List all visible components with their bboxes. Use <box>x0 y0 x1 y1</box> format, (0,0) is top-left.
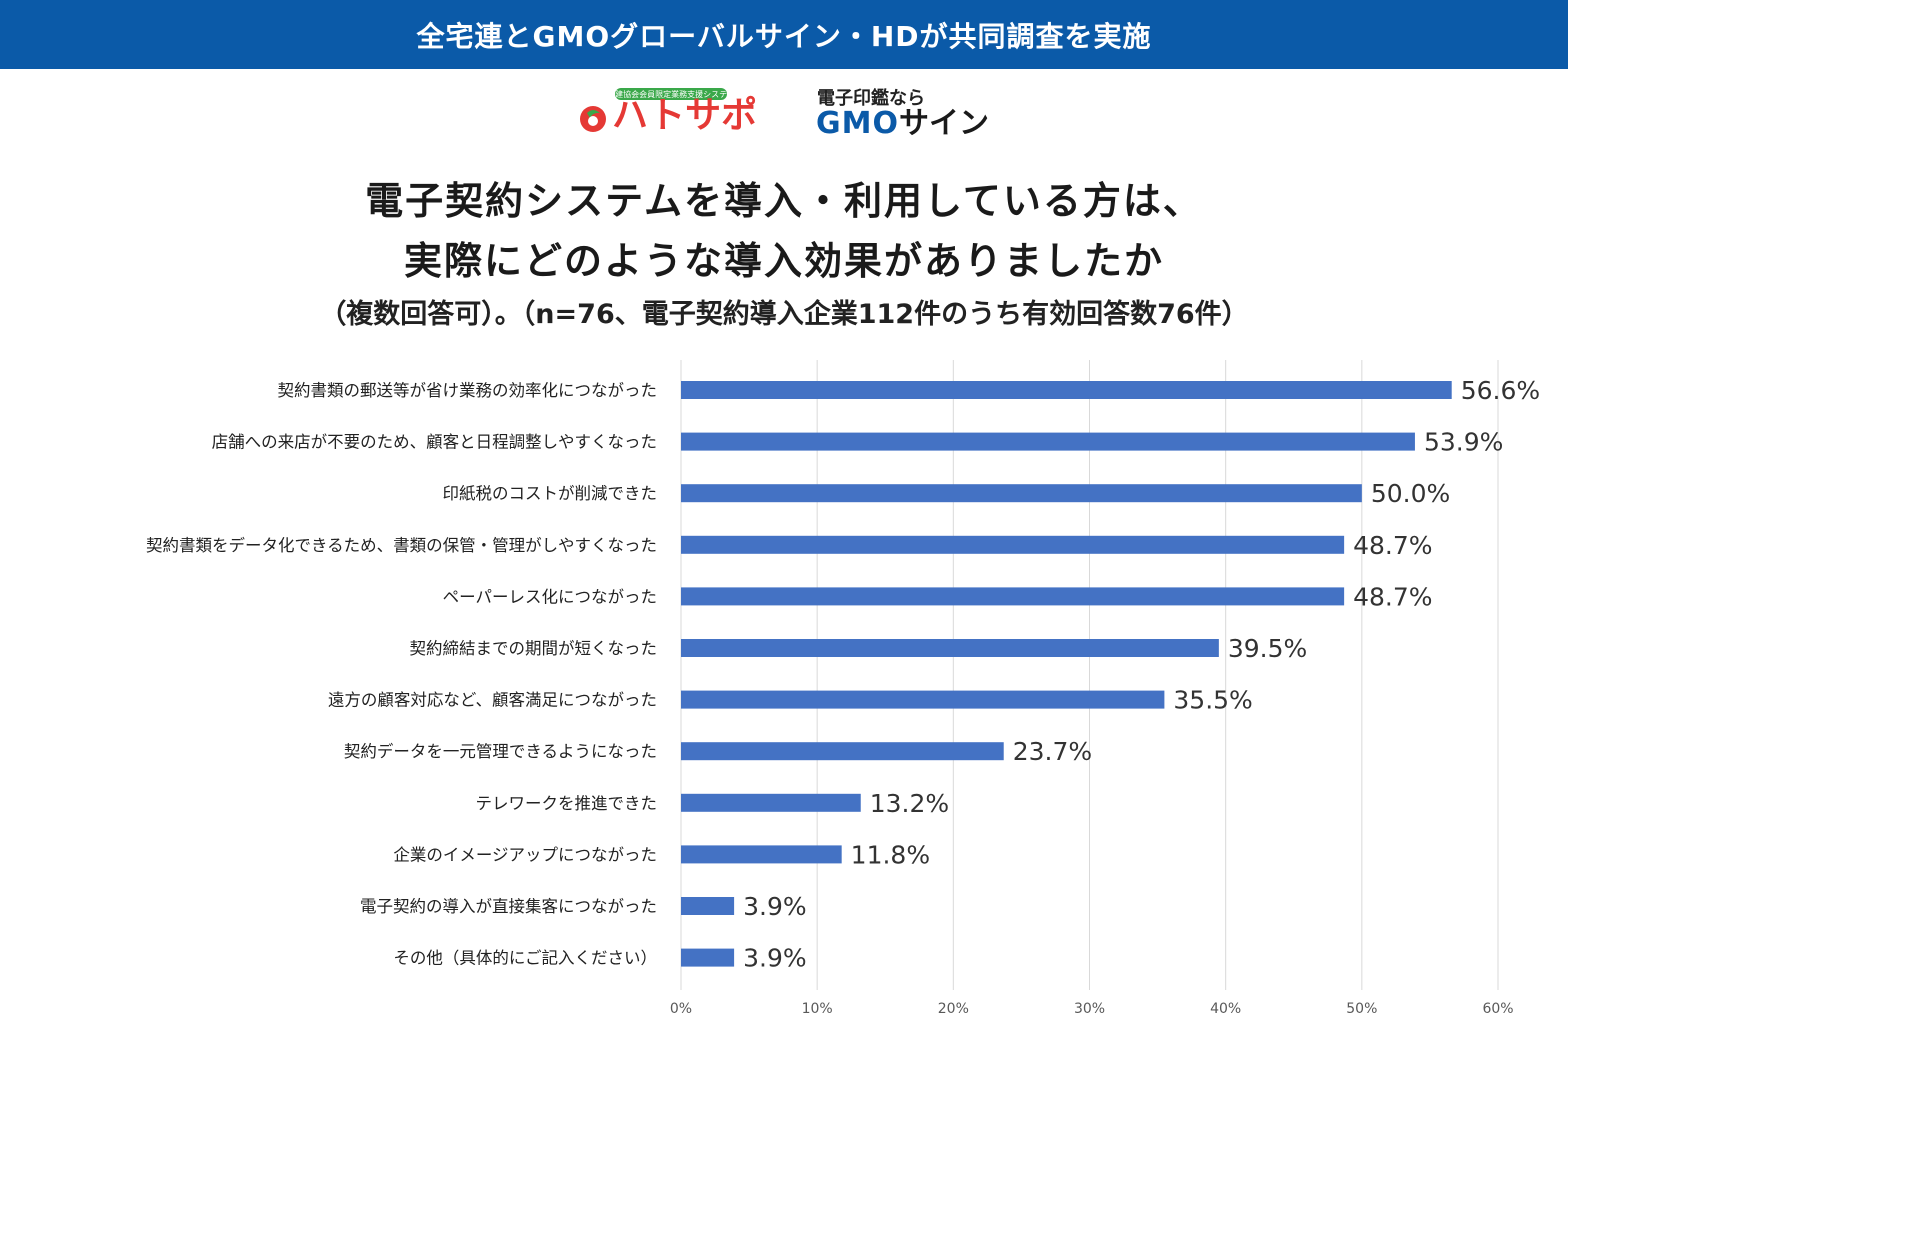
bar <box>681 897 735 915</box>
category-label: その他（具体的にご記入ください） <box>393 949 657 968</box>
category-label: 電子契約の導入が直接集客につながった <box>360 897 657 916</box>
hatosapo-tagline: 宅建協会会員限定業務支援システム <box>615 88 727 100</box>
value-label: 3.9% <box>743 892 807 921</box>
value-label: 3.9% <box>743 944 807 973</box>
value-label: 35.5% <box>1173 686 1252 715</box>
category-label: 店舗への来店が不要のため、顧客と日程調整しやすくなった <box>212 433 657 452</box>
gmo-sign-logo: GMOサイン <box>816 108 989 140</box>
logo-row: 宅建協会会員限定業務支援システム ハトサポ 電子印鑑なら GMOサイン <box>0 80 1568 140</box>
category-label: 契約締結までの期間が短くなった <box>410 639 658 658</box>
category-label: ペーパーレス化につながった <box>443 587 657 606</box>
category-label: テレワークを推進できた <box>476 794 658 813</box>
category-label: 印紙税のコストが削減できた <box>443 484 658 503</box>
value-label: 56.6% <box>1461 376 1540 405</box>
x-tick-label: 30% <box>1074 1001 1105 1017</box>
chart-title-line2: 実際にどのような導入効果がありましたか <box>403 239 1164 283</box>
category-label: 契約書類の郵送等が省け業務の効率化につながった <box>278 381 658 400</box>
gmo-sign-text: サイン <box>898 106 989 141</box>
value-label: 11.8% <box>851 840 930 869</box>
value-label: 48.7% <box>1353 531 1432 560</box>
bar <box>681 845 842 864</box>
x-tick-label: 60% <box>1482 1001 1513 1017</box>
hatosapo-logo-text: ハトサポ <box>612 96 757 136</box>
gmo-sign-tagline: 電子印鑑なら <box>817 88 925 109</box>
header-banner: 全宅連とGMOグローバルサイン・HDが共同調査を実施 <box>0 0 1568 69</box>
hatosapo-name: ハトサポ <box>612 95 758 136</box>
category-label: 契約書類をデータ化できるため、書類の保管・管理がしやすくなった <box>146 535 657 555</box>
gmo-brand-text: GMO <box>816 106 899 141</box>
x-tick-label: 10% <box>802 1001 833 1017</box>
hatosapo-logo-icon <box>580 106 606 132</box>
value-label: 48.7% <box>1353 582 1432 611</box>
category-label: 企業のイメージアップにつながった <box>393 845 657 864</box>
bar <box>681 432 1415 451</box>
x-tick-label: 40% <box>1210 1001 1241 1017</box>
value-label: 50.0% <box>1371 479 1450 508</box>
bar <box>681 639 1219 657</box>
bar <box>681 587 1345 606</box>
bar <box>681 484 1362 503</box>
x-tick-label: 20% <box>938 1001 969 1017</box>
bar <box>681 690 1165 709</box>
value-label: 39.5% <box>1228 634 1307 663</box>
chart-subtitle: （複数回答可）。（n=76、電子契約導入企業112件のうち有効回答数76件） <box>319 299 1249 330</box>
bar <box>681 793 861 812</box>
bar-chart: 0% 10% 20% 30% 40% 50% 60% 契約書類の郵送等が省け業務の効率化につな… <box>146 360 1540 1017</box>
bar <box>681 742 1004 761</box>
banner-text: 全宅連とGMOグローバルサイン・HDが共同調査を実施 <box>416 19 1152 53</box>
chart-title-line1: 電子契約システムを導入・利用している方は、 <box>365 179 1203 223</box>
bar <box>681 381 1452 399</box>
x-tick-label: 50% <box>1346 1001 1377 1017</box>
category-label: 遠方の顧客対応など、顧客満足につながった <box>328 691 657 710</box>
bar <box>681 535 1345 554</box>
x-tick-label: 0% <box>670 1001 692 1017</box>
category-label: 契約データを一元管理できるようになった <box>344 741 657 761</box>
value-label: 23.7% <box>1013 737 1092 766</box>
value-label: 53.9% <box>1424 428 1503 457</box>
value-label: 13.2% <box>870 789 949 818</box>
bar <box>681 948 735 967</box>
